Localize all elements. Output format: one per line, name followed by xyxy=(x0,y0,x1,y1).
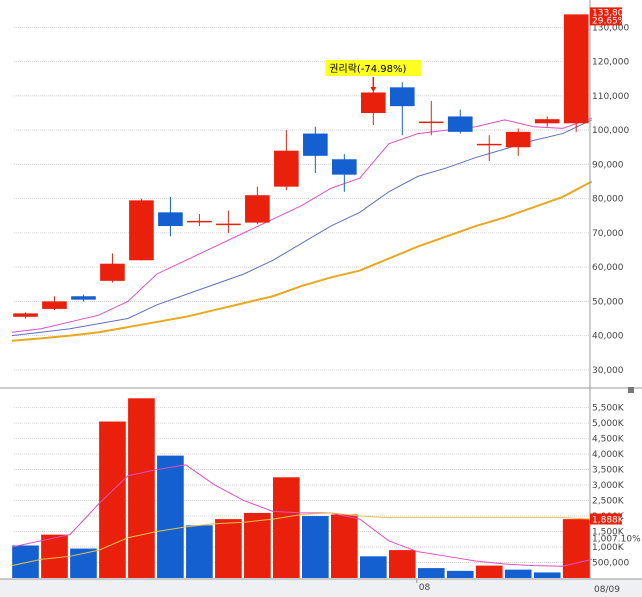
volume-tick-label: 5,500K xyxy=(592,404,625,414)
candle-body xyxy=(245,195,270,223)
price-tick-label: 60,000 xyxy=(592,263,624,273)
price-tick-label: 130,000 xyxy=(592,23,629,33)
price-tick-label: 90,000 xyxy=(592,160,624,170)
price-tick-label: 110,000 xyxy=(592,92,629,102)
volume-bar xyxy=(41,534,68,578)
date-label: 08/09 xyxy=(594,585,620,595)
volume-bar xyxy=(128,398,155,578)
volume-tick-label: 2,500K xyxy=(592,497,625,507)
candle-body xyxy=(42,301,67,309)
volume-ma-line xyxy=(11,512,592,567)
volume-bar xyxy=(12,545,39,578)
volume-tick-label: 3,000K xyxy=(592,481,625,491)
volume-tick-label: 500,000 xyxy=(592,559,629,569)
candle-body xyxy=(534,119,560,124)
annotation-text: 권리락(-74.98%) xyxy=(329,63,406,75)
current-price-change: 29.65% xyxy=(592,16,627,26)
candle-body xyxy=(129,200,154,261)
volume-tick-label: 1,500K xyxy=(592,528,625,538)
volume-bars xyxy=(12,398,590,578)
candle-body xyxy=(505,131,531,148)
candle-body xyxy=(332,159,357,175)
candle-body xyxy=(216,223,241,226)
price-moving-averages xyxy=(11,117,593,342)
candle-body xyxy=(418,121,444,124)
candle-body xyxy=(360,92,386,114)
volume-bar xyxy=(446,570,474,578)
candle-body xyxy=(476,143,502,146)
price-ma-line xyxy=(11,180,593,342)
time-axis-strip xyxy=(0,579,642,597)
volume-bar xyxy=(302,516,329,578)
annotation-arrow-head xyxy=(370,87,377,92)
price-axis: 30,000 40,000 50,000 60,000 70,000 80,000 90,0… xyxy=(0,0,642,578)
candle-body xyxy=(274,150,299,187)
volume-tick-label: 1,000K xyxy=(592,543,625,553)
candle-body xyxy=(13,313,38,317)
price-tick-label: 100,000 xyxy=(592,126,629,136)
annotation-box xyxy=(325,60,422,76)
candle-body xyxy=(447,116,473,132)
volume-tick-label: 4,500K xyxy=(592,435,625,445)
candle-body xyxy=(389,87,415,107)
volume-bar xyxy=(273,477,300,578)
volume-tick-label: 3,500K xyxy=(592,466,625,476)
current-price-value: 133,800 xyxy=(592,8,629,18)
current-volume-tag xyxy=(590,513,622,525)
volume-tick-label: 5,000K xyxy=(592,419,625,429)
x-tick-label: 08 xyxy=(419,583,431,593)
volume-bar xyxy=(215,519,242,578)
candle-body xyxy=(303,133,328,156)
volume-bar xyxy=(186,525,213,578)
current-volume-change: 1,007.10% xyxy=(592,535,641,545)
volume-bar xyxy=(417,568,445,578)
price-tick-label: 120,000 xyxy=(592,58,629,68)
volume-ma-line xyxy=(11,464,592,567)
current-price-tag xyxy=(590,7,622,26)
volume-bar xyxy=(475,565,503,578)
volume-bar xyxy=(359,556,387,578)
volume-bar xyxy=(244,512,271,578)
price-tick-label: 70,000 xyxy=(592,229,624,239)
volume-bar xyxy=(562,519,590,578)
volume-bar xyxy=(504,569,532,578)
candle-body xyxy=(158,212,183,227)
volume-bar xyxy=(533,572,561,578)
candle-body xyxy=(563,14,589,124)
price-tick-label: 50,000 xyxy=(592,297,624,307)
candle-body xyxy=(187,220,212,223)
price-tick-label: 80,000 xyxy=(592,195,624,205)
current-volume-value: 1,888K xyxy=(592,516,625,526)
price-ma-line xyxy=(11,117,592,333)
candle-body xyxy=(100,263,125,281)
panel-toggle-button xyxy=(628,387,634,393)
price-ma-line xyxy=(11,119,592,337)
volume-bar xyxy=(157,455,184,578)
price-tick-label: 30,000 xyxy=(592,366,624,376)
volume-tick-label: 4,000K xyxy=(592,450,625,460)
volume-bar xyxy=(388,550,416,578)
price-tick-label: 40,000 xyxy=(592,332,624,342)
volume-moving-averages xyxy=(11,464,592,567)
candle-body xyxy=(71,296,96,300)
volume-bar xyxy=(330,514,358,578)
price-candles xyxy=(13,14,589,319)
price-gridlines xyxy=(14,26,590,371)
